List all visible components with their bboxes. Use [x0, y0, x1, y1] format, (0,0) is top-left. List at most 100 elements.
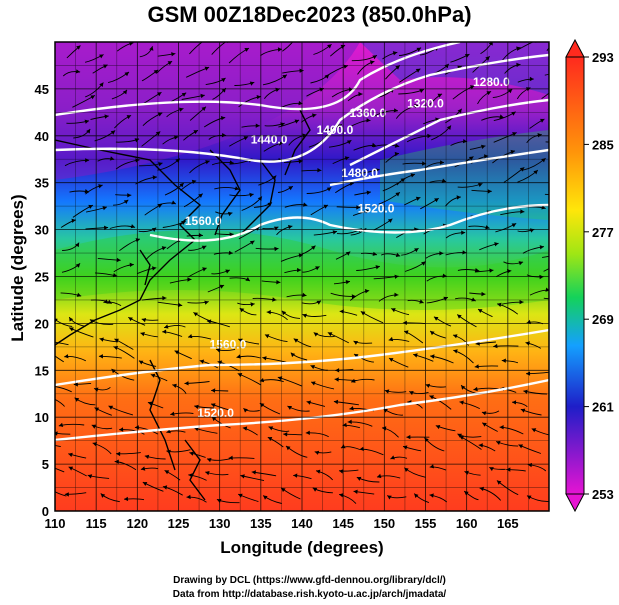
streamline-arrowhead: [414, 493, 419, 498]
streamline-arrowhead: [293, 338, 299, 343]
streamline-arrowhead: [414, 103, 419, 109]
streamline-arrowhead: [91, 424, 97, 429]
streamline-arrowhead: [501, 358, 506, 363]
streamline-arrowhead: [541, 158, 546, 163]
credit-data-source: Data from http://database.rish.kyoto-u.a…: [172, 589, 447, 600]
streamline: [55, 444, 61, 448]
streamline-arrowhead: [461, 385, 466, 390]
streamline-arrowhead: [485, 225, 490, 230]
streamline-arrowhead: [166, 429, 171, 434]
streamline-arrowhead: [129, 262, 134, 267]
streamline-arrowhead: [262, 356, 267, 361]
streamline-arrowhead: [280, 122, 285, 127]
streamline-arrowhead: [393, 108, 398, 113]
streamline-arrowhead: [481, 291, 486, 297]
streamline-arrowhead: [94, 407, 100, 412]
streamline-arrowhead: [207, 458, 212, 463]
streamline-arrowhead: [283, 432, 288, 437]
streamline-arrowhead: [560, 260, 565, 264]
streamline-arrowhead: [98, 184, 103, 189]
streamline-arrowhead: [345, 251, 351, 256]
streamline-arrowhead: [250, 302, 255, 307]
streamline-arrowhead: [497, 302, 502, 307]
streamline-arrowhead: [478, 443, 483, 448]
streamline-arrowhead: [179, 183, 184, 188]
streamline-arrowhead: [333, 399, 339, 405]
streamline-arrowhead: [395, 65, 400, 70]
streamline-arrowhead: [152, 266, 157, 271]
streamline-arrowhead: [216, 498, 222, 503]
streamline-arrowhead: [415, 196, 421, 201]
streamline-arrowhead: [219, 284, 225, 289]
streamline-arrowhead: [99, 337, 104, 342]
lon-tick-label: 115: [86, 516, 107, 531]
streamline: [55, 386, 72, 393]
streamline-arrowhead: [303, 202, 308, 207]
streamline-arrowhead: [249, 240, 255, 245]
streamline-arrowhead: [559, 192, 564, 196]
streamline-arrowhead: [499, 425, 504, 430]
streamline-arrowhead: [46, 395, 51, 399]
lat-tick-label: 40: [35, 129, 49, 144]
streamline-arrowhead: [220, 116, 226, 121]
streamline-arrowhead: [119, 427, 124, 432]
streamline-arrowhead: [114, 338, 119, 343]
streamline-arrowhead: [358, 91, 363, 97]
streamline-arrowhead: [242, 426, 248, 431]
streamline-arrowhead: [387, 218, 393, 223]
streamline-arrowhead: [84, 119, 89, 124]
streamline-arrowhead: [481, 144, 486, 149]
streamline-arrowhead: [496, 440, 501, 445]
streamline-arrowhead: [375, 265, 380, 270]
streamline-arrowhead: [489, 467, 494, 472]
streamline-arrowhead: [228, 455, 233, 460]
streamline-arrowhead: [512, 132, 517, 137]
streamline-arrowhead: [471, 297, 476, 302]
streamline-arrowhead: [394, 143, 400, 148]
streamline-arrowhead: [181, 92, 187, 97]
streamline-arrowhead: [255, 123, 260, 128]
streamline-arrowhead: [211, 403, 216, 408]
streamline-arrowhead: [313, 332, 319, 337]
streamline-arrowhead: [312, 113, 317, 118]
streamline-arrowhead: [293, 473, 298, 478]
latitude-tick-labels: 0 5 10 15 20 25 30 35 40 45: [35, 82, 49, 519]
streamline-arrowhead: [366, 190, 371, 195]
streamline-arrowhead: [134, 138, 140, 143]
streamline: [55, 319, 73, 327]
streamline-arrowhead: [519, 167, 525, 172]
streamline-arrowhead: [404, 330, 409, 335]
streamline-arrowhead: [317, 168, 322, 173]
streamline-arrowhead: [315, 266, 320, 271]
streamline-arrowhead: [359, 446, 364, 451]
streamline: [55, 432, 71, 435]
streamline-arrowhead: [205, 160, 210, 165]
streamline-arrowhead: [545, 287, 549, 292]
streamline-arrowhead: [487, 189, 492, 194]
lat-lon-grid: [54, 42, 549, 512]
streamline-arrowhead: [102, 206, 107, 211]
streamline-arrowhead: [533, 170, 538, 175]
streamline-arrowhead: [332, 230, 337, 235]
streamline-arrowhead: [99, 82, 104, 87]
streamline-arrowhead: [179, 107, 184, 112]
streamline: [543, 268, 549, 272]
streamline-arrowhead: [266, 310, 271, 315]
streamline-arrowhead: [507, 89, 513, 94]
lon-tick-label: 165: [497, 516, 519, 531]
streamline-arrowhead: [171, 200, 176, 205]
streamline-arrowhead: [403, 445, 408, 450]
streamline-arrowhead: [556, 137, 561, 141]
streamline-arrowhead: [288, 186, 293, 191]
streamline-arrowhead: [164, 470, 170, 475]
streamline-arrowhead: [464, 54, 470, 58]
streamline-arrowhead: [481, 411, 487, 416]
streamline-arrowhead: [561, 69, 565, 73]
streamline-arrowhead: [409, 391, 414, 396]
streamline-arrowhead: [276, 280, 281, 285]
streamline-arrowhead: [134, 425, 139, 430]
streamline-arrowhead: [372, 251, 377, 256]
streamline-arrowhead: [161, 246, 167, 251]
lat-tick-label: 45: [35, 82, 49, 97]
streamline-arrowhead: [167, 61, 173, 66]
